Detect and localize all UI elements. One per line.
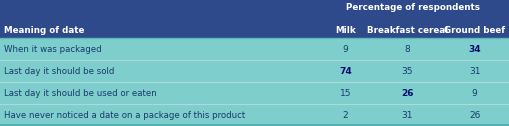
- Text: When it was packaged: When it was packaged: [4, 45, 102, 54]
- Text: 15: 15: [340, 89, 351, 98]
- Text: Ground beef: Ground beef: [444, 26, 505, 35]
- Text: 26: 26: [401, 89, 413, 98]
- Bar: [0, 0, 509, 38]
- Text: Last day it should be sold: Last day it should be sold: [4, 67, 115, 76]
- Text: 9: 9: [343, 45, 348, 54]
- Text: 34: 34: [468, 45, 481, 54]
- Text: Meaning of date: Meaning of date: [4, 26, 84, 35]
- Text: 74: 74: [339, 67, 352, 76]
- Text: 9: 9: [472, 89, 477, 98]
- Text: Percentage of respondents: Percentage of respondents: [346, 3, 480, 11]
- Bar: [0, 82, 509, 104]
- Text: 8: 8: [404, 45, 410, 54]
- Text: 2: 2: [343, 111, 348, 120]
- Bar: [0, 104, 509, 126]
- Text: 35: 35: [402, 67, 413, 76]
- Text: 31: 31: [402, 111, 413, 120]
- Bar: [0, 60, 509, 82]
- Text: Have never noticed a date on a package of this product: Have never noticed a date on a package o…: [4, 111, 245, 120]
- Text: 31: 31: [469, 67, 480, 76]
- Text: Last day it should be used or eaten: Last day it should be used or eaten: [4, 89, 157, 98]
- Text: 26: 26: [469, 111, 480, 120]
- Text: Milk: Milk: [335, 26, 356, 35]
- Text: Breakfast cereal: Breakfast cereal: [366, 26, 448, 35]
- Bar: [0, 38, 509, 60]
